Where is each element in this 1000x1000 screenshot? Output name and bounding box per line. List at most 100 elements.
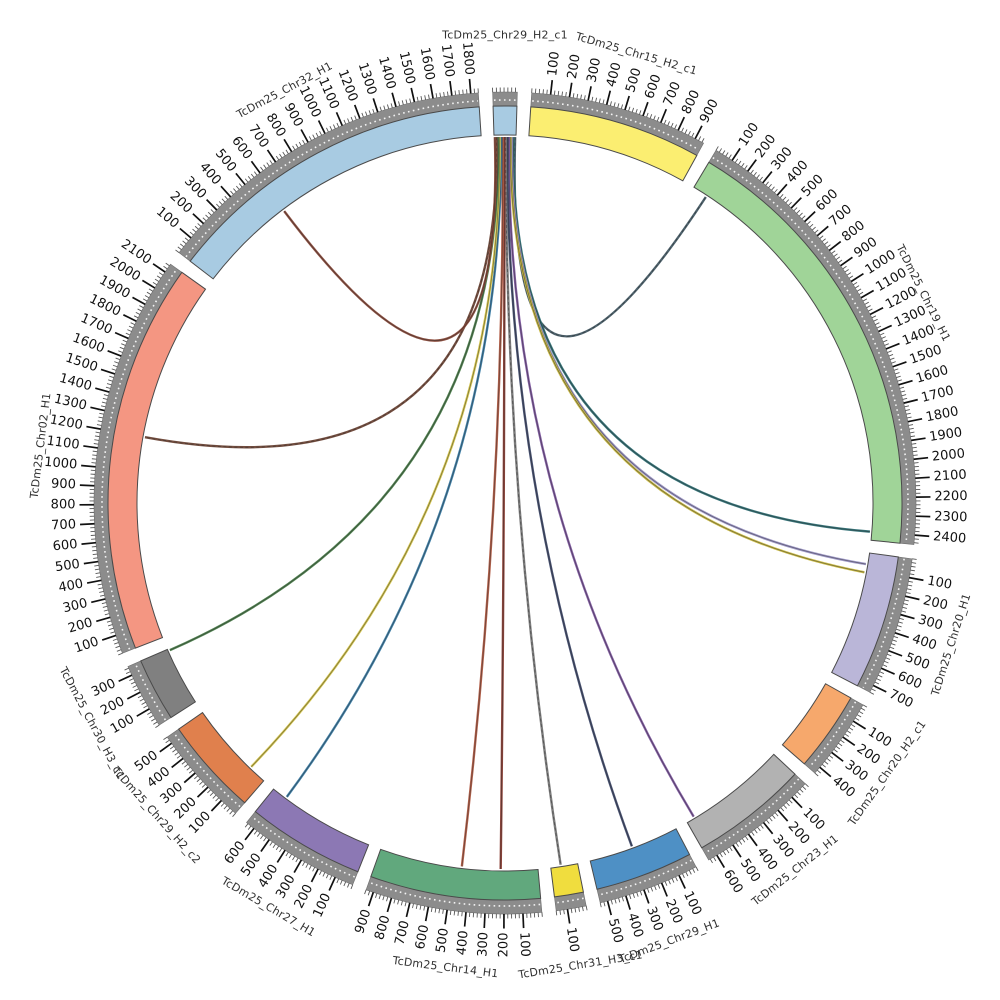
minor-tick <box>275 155 280 161</box>
minor-tick <box>189 231 194 236</box>
minor-tick <box>125 332 131 336</box>
major-tick <box>424 906 430 922</box>
minor-tick <box>115 357 120 361</box>
minor-tick <box>94 439 99 441</box>
minor-tick <box>670 122 674 128</box>
chromosome-segment <box>492 105 518 136</box>
minor-tick <box>726 848 730 854</box>
minor-tick <box>745 836 749 841</box>
minor-tick <box>397 899 400 905</box>
minor-tick <box>842 265 847 270</box>
minor-tick <box>368 110 372 115</box>
minor-tick <box>826 244 831 248</box>
major-tick <box>483 913 486 929</box>
tick-value-label: 800 <box>51 497 76 512</box>
minor-tick <box>698 136 702 141</box>
minor-tick <box>718 148 723 153</box>
chromosome-segment <box>107 271 207 649</box>
major-tick <box>914 534 930 538</box>
major-tick <box>642 101 649 117</box>
minor-tick <box>868 308 873 312</box>
major-tick <box>549 80 554 95</box>
band-dot-texture <box>556 897 584 904</box>
minor-tick <box>674 124 677 129</box>
minor-tick <box>688 130 691 136</box>
major-tick <box>220 185 232 198</box>
tick-value-label: 500 <box>903 650 932 673</box>
tick-value-label: 700 <box>392 919 412 947</box>
major-tick <box>762 821 774 835</box>
minor-tick <box>688 870 692 875</box>
minor-tick <box>127 329 132 332</box>
minor-tick <box>220 802 225 807</box>
minor-tick <box>175 249 180 254</box>
minor-tick <box>361 112 364 118</box>
minor-tick <box>210 209 215 213</box>
minor-tick <box>906 412 911 415</box>
major-tick <box>468 78 472 94</box>
minor-tick <box>901 394 907 397</box>
minor-tick <box>420 95 423 101</box>
minor-tick <box>128 325 134 329</box>
minor-tick <box>398 101 401 106</box>
tick-value-label: 1100 <box>46 434 81 453</box>
major-tick <box>96 616 111 623</box>
minor-tick <box>802 786 807 790</box>
tick-value-label: 700 <box>661 80 684 109</box>
band-dot-texture <box>599 859 692 896</box>
minor-tick <box>912 450 918 453</box>
major-tick <box>915 476 930 480</box>
tick-value-label: 900 <box>697 97 722 126</box>
minor-tick <box>416 96 419 102</box>
minor-tick <box>305 863 309 868</box>
tick-value-label: 2000 <box>931 446 966 464</box>
minor-tick <box>646 112 649 118</box>
minor-tick <box>570 908 573 914</box>
minor-tick <box>165 739 170 744</box>
minor-tick <box>876 325 882 329</box>
minor-tick <box>212 794 217 799</box>
major-tick <box>624 95 631 111</box>
minor-tick <box>253 171 258 176</box>
minor-tick <box>104 613 110 616</box>
major-tick <box>196 786 209 798</box>
minor-tick <box>771 186 775 191</box>
tick-value-label: 1400 <box>58 371 94 394</box>
tick-value-label: 700 <box>887 687 916 711</box>
major-tick <box>210 799 223 812</box>
minor-tick <box>750 169 754 174</box>
minor-tick <box>826 758 831 762</box>
minor-tick <box>93 557 98 559</box>
major-tick <box>790 197 802 209</box>
minor-tick <box>109 627 114 630</box>
minor-tick <box>833 749 838 753</box>
minor-tick <box>121 343 126 346</box>
minor-tick <box>756 174 760 179</box>
minor-tick <box>454 90 457 96</box>
major-tick <box>605 90 612 105</box>
tick-value-label: 400 <box>624 911 646 939</box>
link-ribbon-edge <box>513 137 870 532</box>
minor-tick <box>909 573 915 576</box>
minor-tick <box>840 739 845 744</box>
minor-tick <box>298 141 302 147</box>
minor-tick <box>902 397 908 400</box>
minor-tick <box>602 99 605 104</box>
tick-value-label: 1900 <box>928 425 963 445</box>
minor-tick <box>613 102 616 107</box>
minor-tick <box>766 819 770 824</box>
minor-tick <box>835 745 841 750</box>
minor-tick <box>864 301 869 305</box>
minor-tick <box>333 124 336 129</box>
minor-tick <box>365 111 368 117</box>
minor-tick <box>814 229 819 234</box>
minor-tick <box>744 165 748 170</box>
major-tick <box>852 720 867 730</box>
minor-tick <box>809 223 814 228</box>
minor-tick <box>182 240 187 245</box>
minor-tick <box>814 772 819 777</box>
major-tick <box>747 159 757 172</box>
minor-tick <box>821 764 826 768</box>
tick-value-label: 300 <box>585 57 605 84</box>
tick-value-label: 300 <box>61 596 89 616</box>
